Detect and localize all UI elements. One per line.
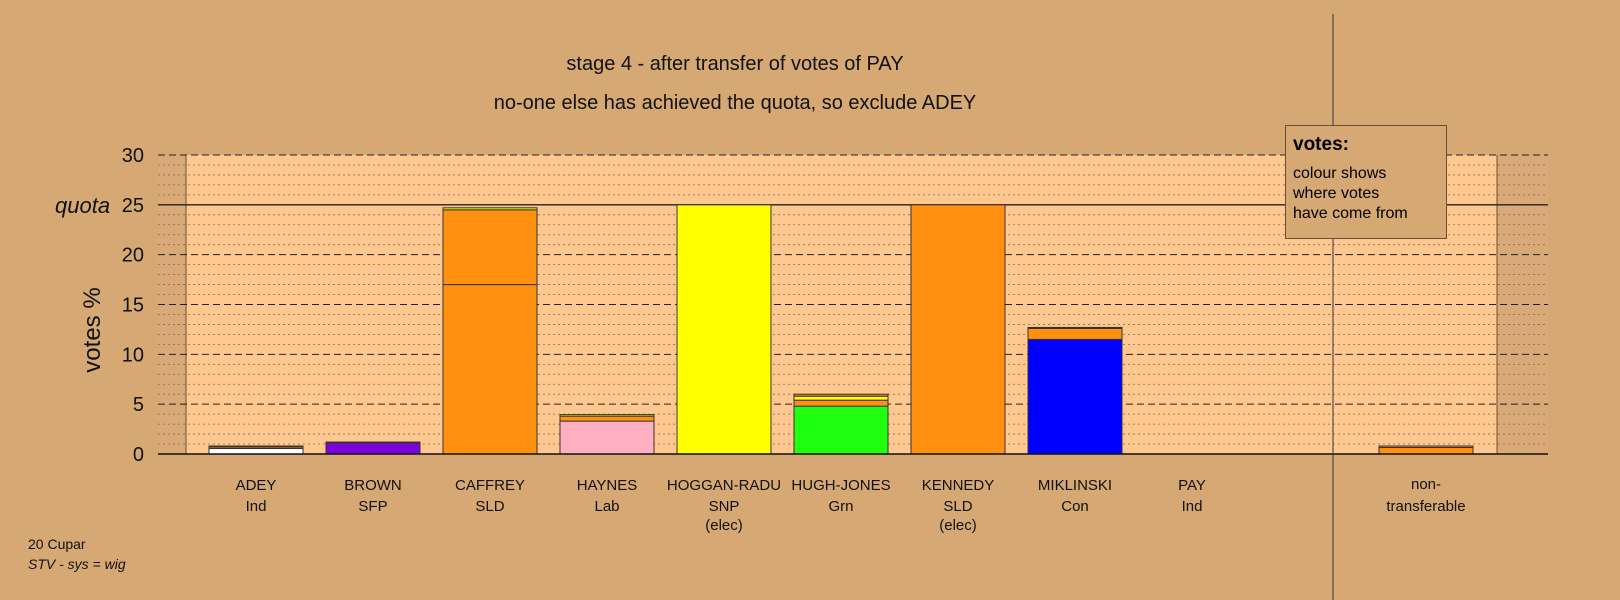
candidate-name-label: HAYNES — [577, 477, 638, 494]
bar-brown-segment — [325, 441, 421, 444]
bar-miklinski-segment — [1027, 326, 1123, 329]
y-tick-label: 30 — [122, 145, 144, 167]
candidate-name-label: BROWN — [344, 477, 402, 494]
chart-subtitle: no-one else has achieved the quota, so e… — [493, 92, 977, 114]
y-tick-label: 10 — [122, 344, 144, 366]
legend-line: colour shows — [1293, 165, 1387, 182]
bar-miklinski-segment — [1027, 327, 1123, 340]
candidate-party-label: Grn — [828, 498, 853, 515]
bar-hugh-jones-segment — [793, 393, 889, 397]
candidate-name-label: KENNEDY — [922, 477, 995, 494]
bar-caffrey-segment — [442, 209, 538, 286]
bar-non-transferable-segment — [1378, 447, 1474, 455]
candidate-party-label: Ind — [1182, 498, 1203, 515]
candidate-status-label: (elec) — [939, 517, 977, 534]
non-transferable-label: non- — [1411, 476, 1441, 493]
bar-haynes-segment — [559, 414, 655, 417]
candidate-name-label: HUGH-JONES — [791, 477, 890, 494]
y-tick-label: 15 — [122, 295, 144, 317]
candidate-party-label: Ind — [246, 498, 267, 515]
candidate-party-label: Con — [1061, 498, 1089, 515]
bar-haynes-segment — [559, 415, 655, 422]
chart-title: stage 4 - after transfer of votes of PAY — [566, 53, 904, 75]
y-tick-label: 25 — [122, 195, 144, 217]
candidate-party-label: SLD — [475, 498, 504, 515]
legend-box: votes: colour shows where votes have com… — [1285, 125, 1447, 239]
candidate-name-label: PAY — [1178, 477, 1206, 494]
candidate-party-label: SNP — [709, 498, 740, 515]
bar-haynes-segment — [559, 420, 655, 455]
bar-hoggan-radu-segment — [676, 204, 772, 455]
candidate-name-label: MIKLINSKI — [1038, 477, 1112, 494]
y-tick-label: 5 — [133, 394, 144, 416]
bar-miklinski-segment — [1027, 338, 1123, 455]
bar-brown-segment — [325, 442, 421, 455]
candidate-name-label: HOGGAN-RADU — [667, 477, 781, 494]
bar-caffrey-segment — [442, 284, 538, 455]
bar-caffrey-segment — [442, 207, 538, 211]
y-axis-label: votes % — [79, 287, 106, 372]
candidate-party-label: SLD — [943, 498, 972, 515]
non-transferable-label: transferable — [1386, 498, 1465, 515]
bar-hugh-jones-segment — [793, 405, 889, 455]
footer-system: STV - sys = wig — [28, 556, 126, 572]
bar-hugh-jones-segment — [793, 395, 889, 401]
bar-adey-segment — [208, 448, 304, 455]
bar-adey-segment — [208, 445, 304, 448]
y-tick-label: 20 — [122, 245, 144, 267]
bar-kennedy-segment — [910, 204, 1006, 455]
legend-line: have come from — [1293, 205, 1408, 222]
legend-heading: votes: — [1293, 134, 1349, 155]
candidate-status-label: (elec) — [705, 517, 743, 534]
quota-label: quota — [55, 193, 110, 218]
bar-non-transferable-segment — [1378, 445, 1474, 449]
footer-constituency: 20 Cupar — [28, 536, 86, 552]
y-tick-label: 0 — [133, 444, 144, 466]
candidate-party-label: Lab — [594, 498, 619, 515]
candidate-name-label: CAFFREY — [455, 477, 525, 494]
candidate-name-label: ADEY — [236, 477, 277, 494]
bar-hugh-jones-segment — [793, 399, 889, 407]
candidate-party-label: SFP — [358, 498, 387, 515]
legend-line: where votes — [1293, 185, 1380, 202]
